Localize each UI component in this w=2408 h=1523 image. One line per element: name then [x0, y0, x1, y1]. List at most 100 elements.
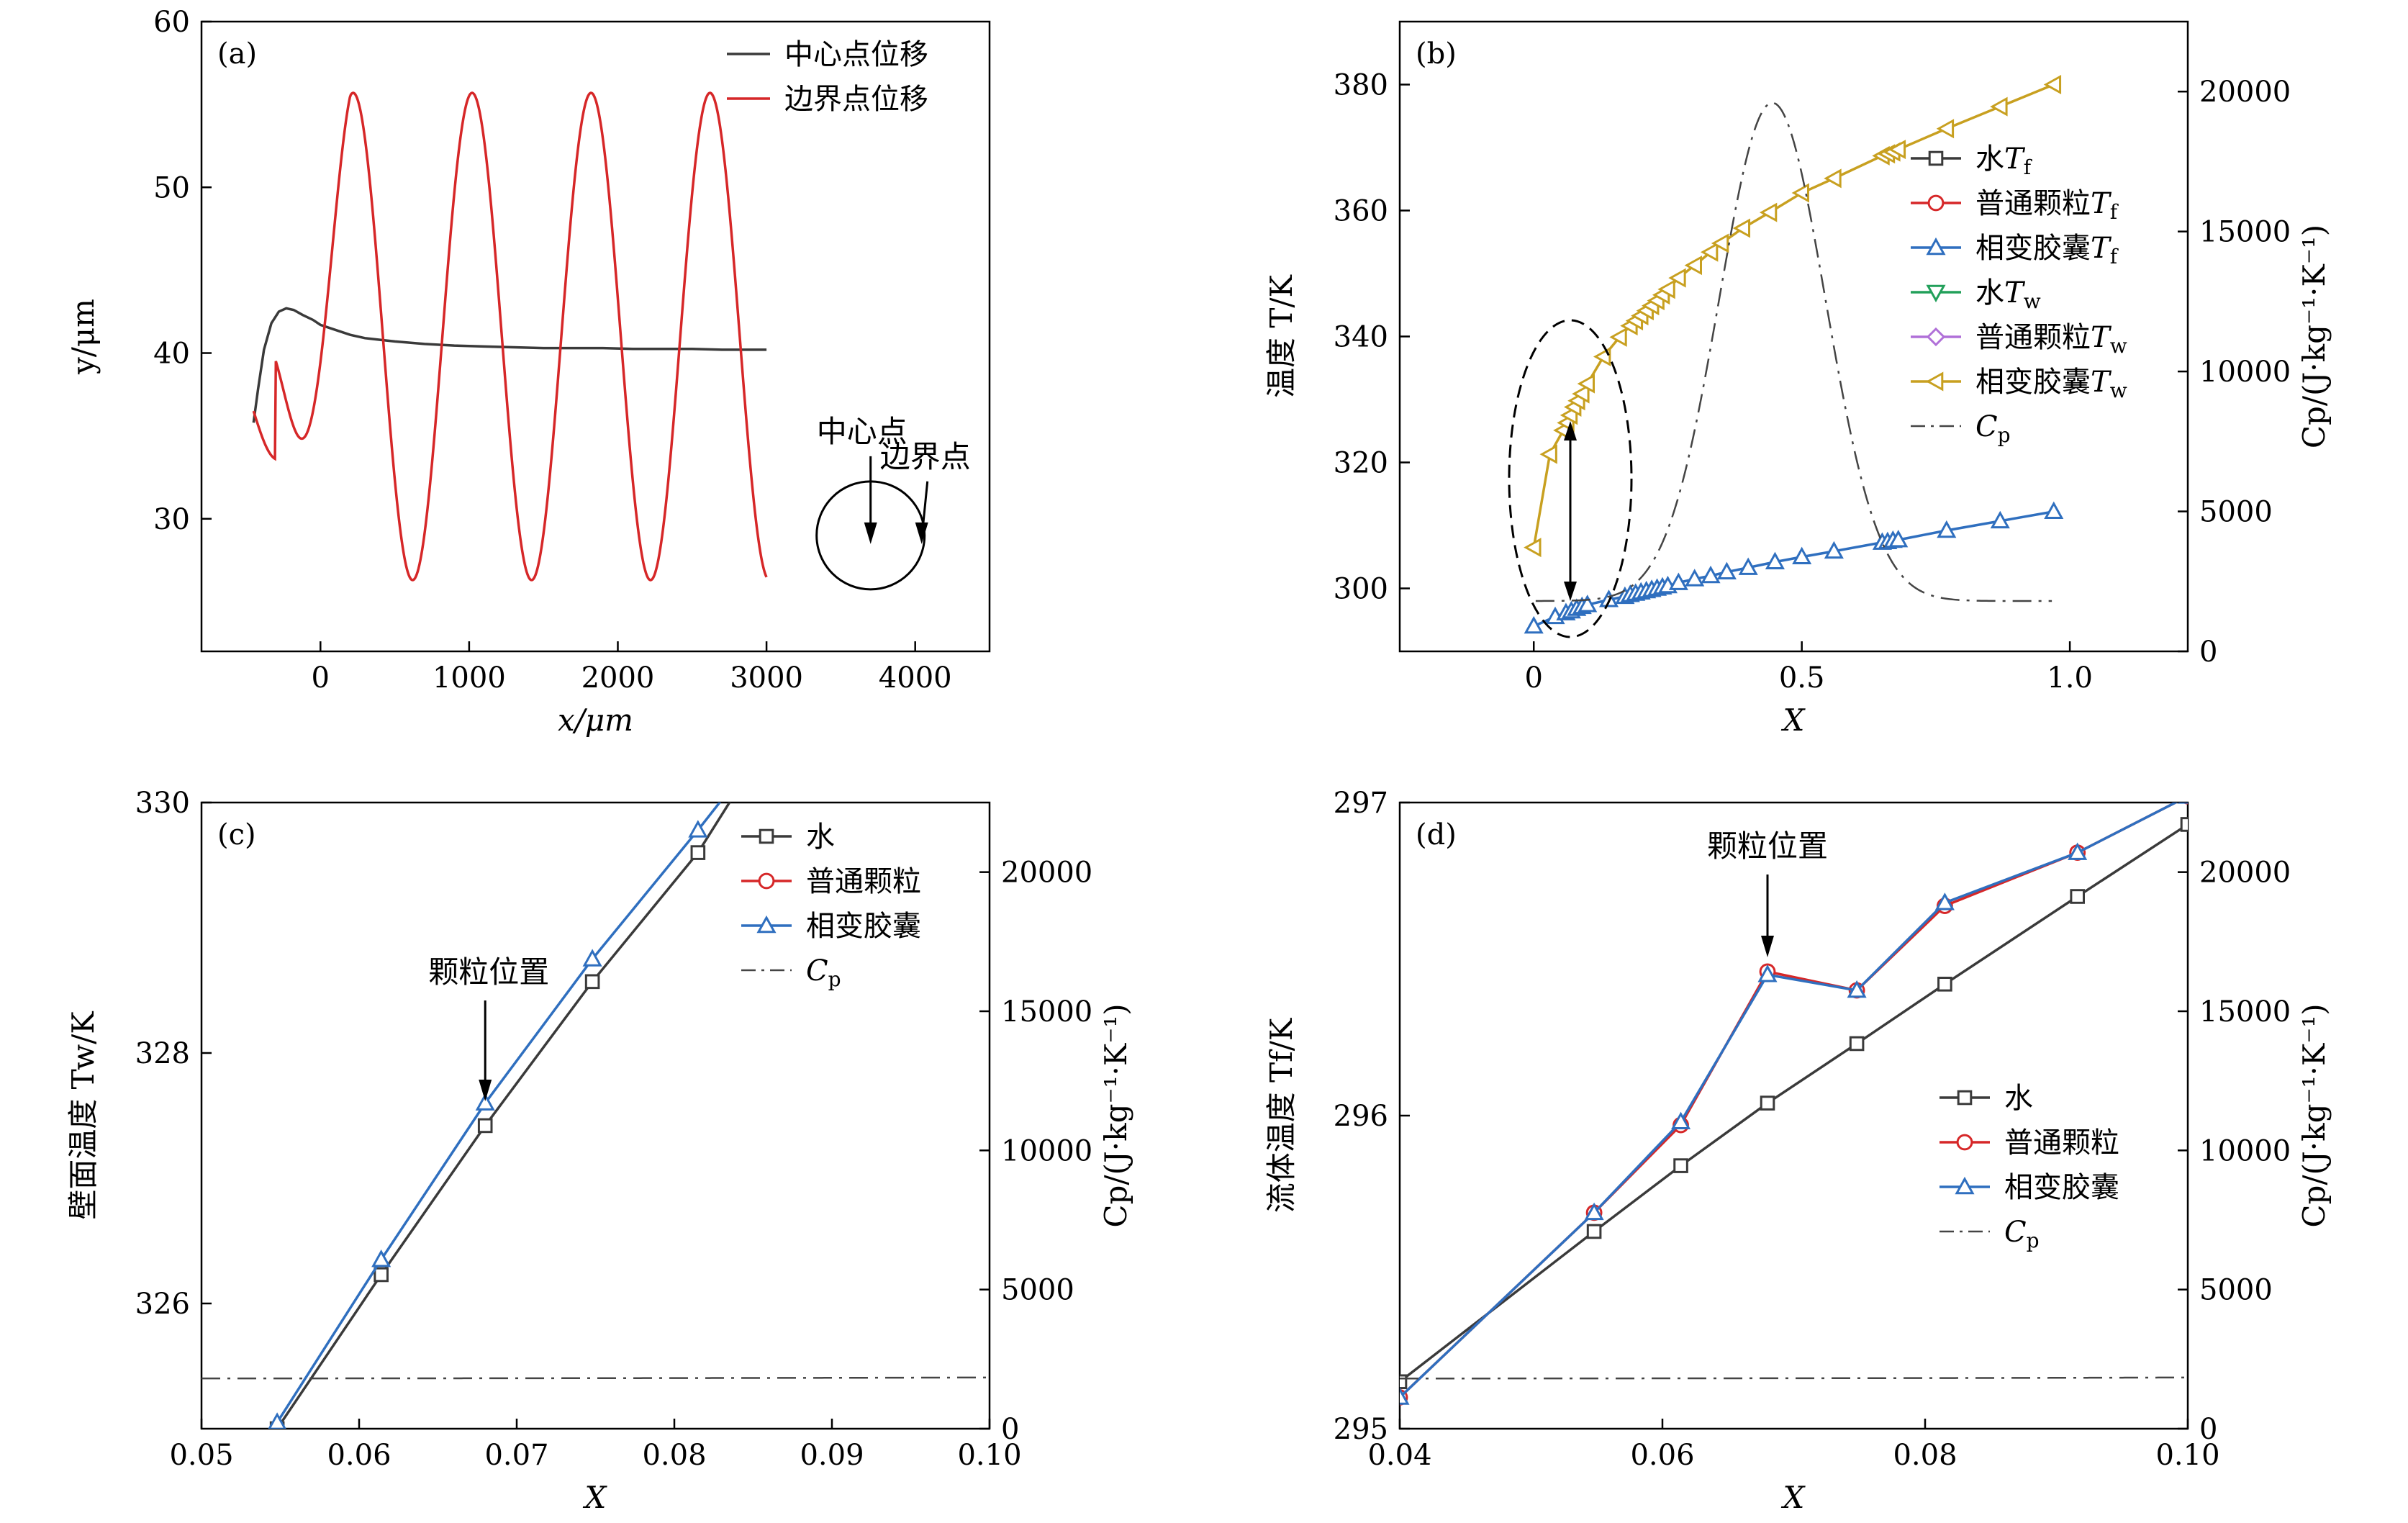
- x-tick-label: 0.10: [957, 1439, 1021, 1472]
- y2-tick-label: 10000: [2199, 356, 2291, 389]
- data-point: [477, 1118, 493, 1134]
- data-point: [2182, 803, 2188, 805]
- x-tick-label: 0.07: [484, 1439, 548, 1472]
- legend-marker: [1956, 1134, 1973, 1151]
- panel-b: 0 0.5 1.0 300 320 340 360 380 0 5000 10000 15000 200…: [1264, 20, 2332, 738]
- data-point: [1572, 384, 1590, 404]
- data-point: [1990, 510, 2010, 529]
- data-point: [1757, 964, 1778, 982]
- legend-label: 相变胶囊: [2004, 1171, 2119, 1204]
- data-point: [371, 1249, 391, 1267]
- data-point: [1400, 1387, 1410, 1405]
- legend-marker: [1926, 327, 1946, 347]
- x-tick-label: 0.06: [327, 1439, 391, 1472]
- y2-tick-label: 0: [1001, 1413, 1019, 1446]
- data-point: [1700, 242, 1719, 262]
- data-point: [374, 1267, 389, 1283]
- particle-position-arrowhead: [479, 1080, 492, 1101]
- data-point: [2068, 842, 2088, 860]
- data-point: [690, 845, 706, 860]
- x-tick-label: 0.06: [1630, 1439, 1694, 1472]
- highlight-ellipse: [1508, 319, 1633, 638]
- y-tick-label: 30: [153, 503, 190, 536]
- y-tick-label: 340: [1334, 321, 1388, 354]
- boundary-arrowhead: [915, 522, 928, 544]
- legend-marker: [1926, 284, 1946, 303]
- legend-marker: [1957, 1090, 1973, 1106]
- y-tick-label: 326: [135, 1288, 190, 1321]
- legend-label: 边界点位移: [784, 83, 928, 116]
- legend-label: 水: [2004, 1082, 2033, 1115]
- panel-a: 0 1000 2000 3000 4000 30 40 50 60 x/μm y/μm (a) 中心点位…: [65, 6, 991, 738]
- series-line-cp: [1535, 101, 2052, 602]
- plot-area: [252, 91, 768, 582]
- data-point: [1400, 1374, 1408, 1390]
- x-axis-label: x/μm: [558, 702, 633, 738]
- y2-tick-label: 5000: [2199, 1274, 2273, 1307]
- particle-position-label: 颗粒位置: [1707, 828, 1828, 864]
- y2-tick-label: 10000: [1001, 1134, 1092, 1167]
- data-point: [1936, 119, 1955, 139]
- plot-area: [202, 803, 990, 1429]
- y2-axis-label: Cp/(J·kg⁻¹·K⁻¹): [1098, 1003, 1133, 1227]
- particle-position-label: 颗粒位置: [428, 954, 549, 990]
- x-tick-label: 0: [312, 661, 330, 695]
- y2-tick-label: 20000: [2199, 857, 2291, 890]
- legend-label: 普通颗粒Tf: [1975, 187, 2119, 224]
- y-tick-label: 296: [1334, 1100, 1388, 1133]
- y2-tick-label: 5000: [1001, 1274, 1074, 1307]
- y-axis-label: 流体温度 Tf/K: [1264, 1017, 1299, 1213]
- y-tick-label: 40: [153, 338, 190, 371]
- arrowhead-down: [1564, 582, 1577, 601]
- data-point: [1586, 1224, 1602, 1239]
- y-tick-label: 295: [1334, 1413, 1388, 1446]
- data-point: [1849, 1036, 1865, 1052]
- y2-tick-label: 15000: [1001, 995, 1092, 1029]
- data-point: [1888, 530, 1909, 548]
- data-point: [1759, 202, 1778, 222]
- data-point: [1577, 374, 1595, 394]
- y-tick-label: 297: [1334, 787, 1388, 820]
- legend-marker: [1925, 371, 1944, 392]
- legend-label: 普通颗粒: [2004, 1126, 2119, 1160]
- data-point: [2044, 501, 2064, 520]
- y2-axis-label: Cp/(J·kg⁻¹·K⁻¹): [2296, 225, 2332, 448]
- plot-frame: [1398, 801, 2189, 1430]
- x-tick-label: 3000: [730, 661, 803, 695]
- center-arrowhead: [864, 522, 877, 544]
- series-line: [276, 803, 722, 1424]
- data-point: [1701, 565, 1721, 584]
- x-tick-label: 0.08: [642, 1439, 706, 1472]
- legend-label: 相变胶囊: [806, 910, 921, 943]
- data-point: [582, 949, 602, 967]
- data-point: [268, 1412, 286, 1429]
- boundary-point-label: 边界点: [880, 439, 971, 474]
- x-tick-label: 2000: [581, 661, 655, 695]
- y-tick-label: 320: [1334, 447, 1388, 480]
- y-axis-label: y/μm: [65, 299, 101, 375]
- arrowhead-up: [1564, 421, 1577, 440]
- x-tick-label: 0: [1524, 661, 1542, 695]
- x-tick-label: 0.5: [1779, 661, 1825, 695]
- x-tick-label: 0.04: [1367, 1439, 1431, 1472]
- legend-label: 水: [806, 821, 835, 854]
- plot-frame: [200, 801, 991, 1430]
- panel-label: (c): [217, 818, 256, 851]
- x-tick-label: 0.08: [1893, 1439, 1957, 1472]
- data-point: [1671, 1111, 1691, 1129]
- data-point: [1791, 183, 1809, 203]
- y2-tick-label: 15000: [2199, 216, 2291, 249]
- legend-label: Cp: [2004, 1216, 2040, 1252]
- data-point: [1732, 218, 1751, 238]
- data-point: [1524, 538, 1542, 558]
- panel-label: (a): [217, 37, 257, 71]
- y-tick-label: 328: [135, 1037, 190, 1070]
- y-tick-label: 60: [153, 6, 190, 39]
- legend-label: 相变胶囊Tw: [1975, 366, 2127, 402]
- data-point: [1524, 615, 1544, 634]
- data-point: [1685, 569, 1705, 587]
- x-axis-label: X: [1781, 1480, 1806, 1515]
- data-point: [2070, 889, 2085, 904]
- plot-area: [1524, 74, 2064, 634]
- legend-label: 中心点位移: [784, 38, 928, 71]
